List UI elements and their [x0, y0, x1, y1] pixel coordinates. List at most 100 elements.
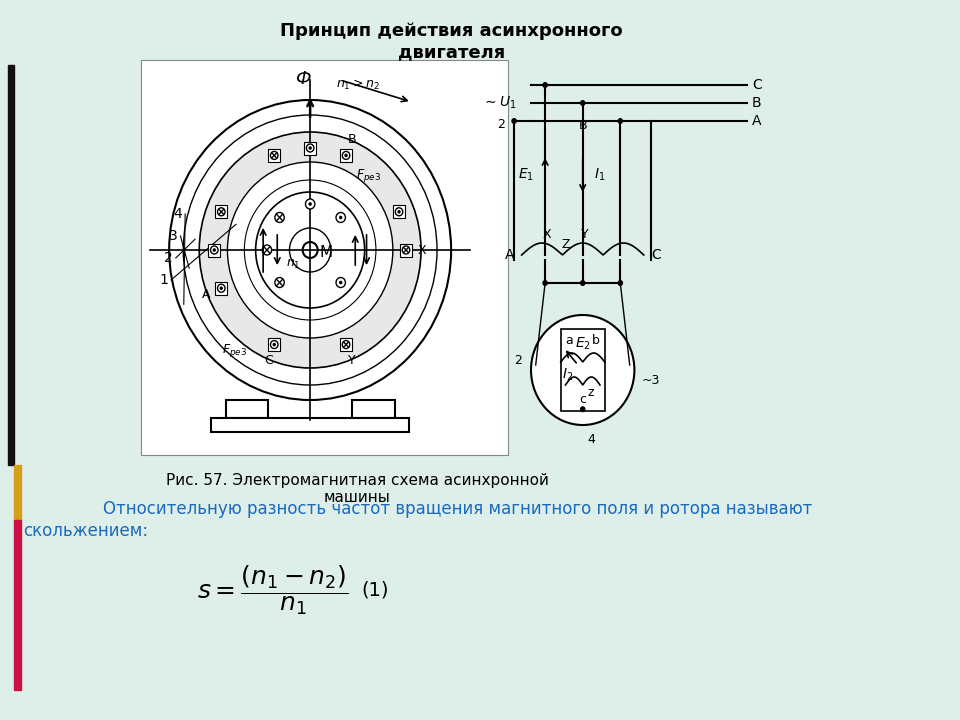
- Circle shape: [396, 208, 403, 216]
- Circle shape: [339, 216, 343, 220]
- Circle shape: [339, 281, 343, 284]
- Text: $n_1$: $n_1$: [286, 258, 300, 271]
- Bar: [14, 520, 21, 690]
- Text: $\sim U_1$: $\sim U_1$: [483, 95, 516, 111]
- Text: $E_1$: $E_1$: [517, 167, 534, 183]
- Circle shape: [580, 406, 586, 413]
- Text: B: B: [348, 133, 356, 146]
- Circle shape: [336, 277, 346, 287]
- Circle shape: [343, 341, 349, 348]
- Bar: [215, 282, 228, 294]
- Circle shape: [397, 210, 400, 214]
- Circle shape: [308, 202, 312, 206]
- Circle shape: [183, 115, 437, 385]
- Text: 3: 3: [169, 229, 178, 243]
- Text: Рис. 57. Электромагнитная схема асинхронной
машины: Рис. 57. Электромагнитная схема асинхрон…: [166, 473, 548, 505]
- Bar: [268, 338, 280, 351]
- Circle shape: [617, 280, 623, 286]
- Circle shape: [210, 246, 218, 254]
- Text: $F_{pe3}$: $F_{pe3}$: [223, 341, 248, 359]
- Circle shape: [218, 208, 225, 216]
- Text: A: A: [505, 248, 515, 262]
- Circle shape: [290, 228, 331, 272]
- Text: 2: 2: [164, 251, 173, 265]
- Circle shape: [531, 315, 635, 425]
- Text: C: C: [752, 78, 761, 92]
- Circle shape: [262, 245, 272, 255]
- Text: $I_1$: $I_1$: [594, 167, 606, 183]
- Text: X: X: [542, 228, 551, 241]
- Circle shape: [402, 246, 410, 254]
- Circle shape: [306, 144, 314, 152]
- Text: Ф: Ф: [295, 70, 310, 88]
- Bar: [340, 338, 352, 351]
- Circle shape: [617, 118, 623, 124]
- Text: B: B: [578, 119, 587, 132]
- Text: 1: 1: [159, 273, 168, 287]
- Text: M: M: [320, 245, 333, 259]
- Circle shape: [580, 280, 586, 286]
- Circle shape: [336, 212, 346, 222]
- Bar: [208, 243, 221, 256]
- Bar: [304, 142, 316, 155]
- Text: b: b: [592, 334, 600, 347]
- Circle shape: [275, 277, 284, 287]
- Bar: [561, 329, 605, 411]
- Circle shape: [305, 199, 315, 209]
- Text: $F_{pe3}$: $F_{pe3}$: [356, 166, 381, 184]
- Circle shape: [220, 287, 223, 290]
- Circle shape: [271, 151, 278, 159]
- Text: A: A: [203, 288, 210, 301]
- Circle shape: [345, 153, 348, 157]
- Text: C: C: [264, 354, 273, 366]
- Circle shape: [343, 151, 349, 159]
- Text: B: B: [752, 96, 761, 110]
- Circle shape: [212, 248, 216, 252]
- Circle shape: [169, 100, 451, 400]
- Text: $I_2$: $I_2$: [562, 366, 573, 383]
- Circle shape: [302, 242, 318, 258]
- Text: $n_1 > n_2$: $n_1 > n_2$: [336, 78, 380, 92]
- Bar: [226, 400, 268, 418]
- Text: 4: 4: [173, 207, 182, 221]
- Circle shape: [542, 82, 548, 88]
- Text: Y: Y: [348, 354, 356, 366]
- Bar: [141, 60, 508, 455]
- Text: Y: Y: [581, 228, 588, 241]
- Bar: [393, 205, 405, 218]
- Circle shape: [218, 284, 225, 292]
- Text: a: a: [565, 334, 573, 347]
- Bar: [211, 418, 409, 432]
- Text: скольжением:: скольжением:: [23, 522, 149, 540]
- Circle shape: [273, 343, 276, 346]
- Text: Относительную разность частот вращения магнитного поля и ротора называют: Относительную разность частот вращения м…: [61, 500, 812, 518]
- Text: 2: 2: [514, 354, 521, 366]
- Text: A: A: [752, 114, 761, 128]
- Text: $E_2$: $E_2$: [575, 336, 590, 352]
- Text: (1): (1): [362, 580, 390, 600]
- Circle shape: [275, 212, 284, 222]
- Text: 4: 4: [588, 433, 595, 446]
- Text: c: c: [579, 393, 587, 406]
- Text: z: z: [588, 385, 594, 398]
- Circle shape: [542, 280, 548, 286]
- Text: C: C: [651, 248, 661, 262]
- Circle shape: [512, 118, 516, 124]
- Text: ~3: ~3: [642, 374, 660, 387]
- Circle shape: [580, 100, 586, 106]
- Bar: [8, 65, 14, 465]
- Circle shape: [228, 162, 393, 338]
- Text: Принцип действия асинхронного
двигателя: Принцип действия асинхронного двигателя: [279, 22, 622, 60]
- Circle shape: [308, 146, 312, 150]
- Bar: [400, 243, 412, 256]
- Text: X: X: [418, 243, 426, 256]
- Bar: [352, 400, 395, 418]
- Text: Z: Z: [562, 238, 570, 251]
- Circle shape: [200, 132, 421, 368]
- Circle shape: [271, 341, 278, 348]
- Circle shape: [245, 180, 376, 320]
- Bar: [268, 149, 280, 162]
- Text: 2: 2: [497, 117, 505, 130]
- Bar: [14, 465, 21, 520]
- Bar: [215, 205, 228, 218]
